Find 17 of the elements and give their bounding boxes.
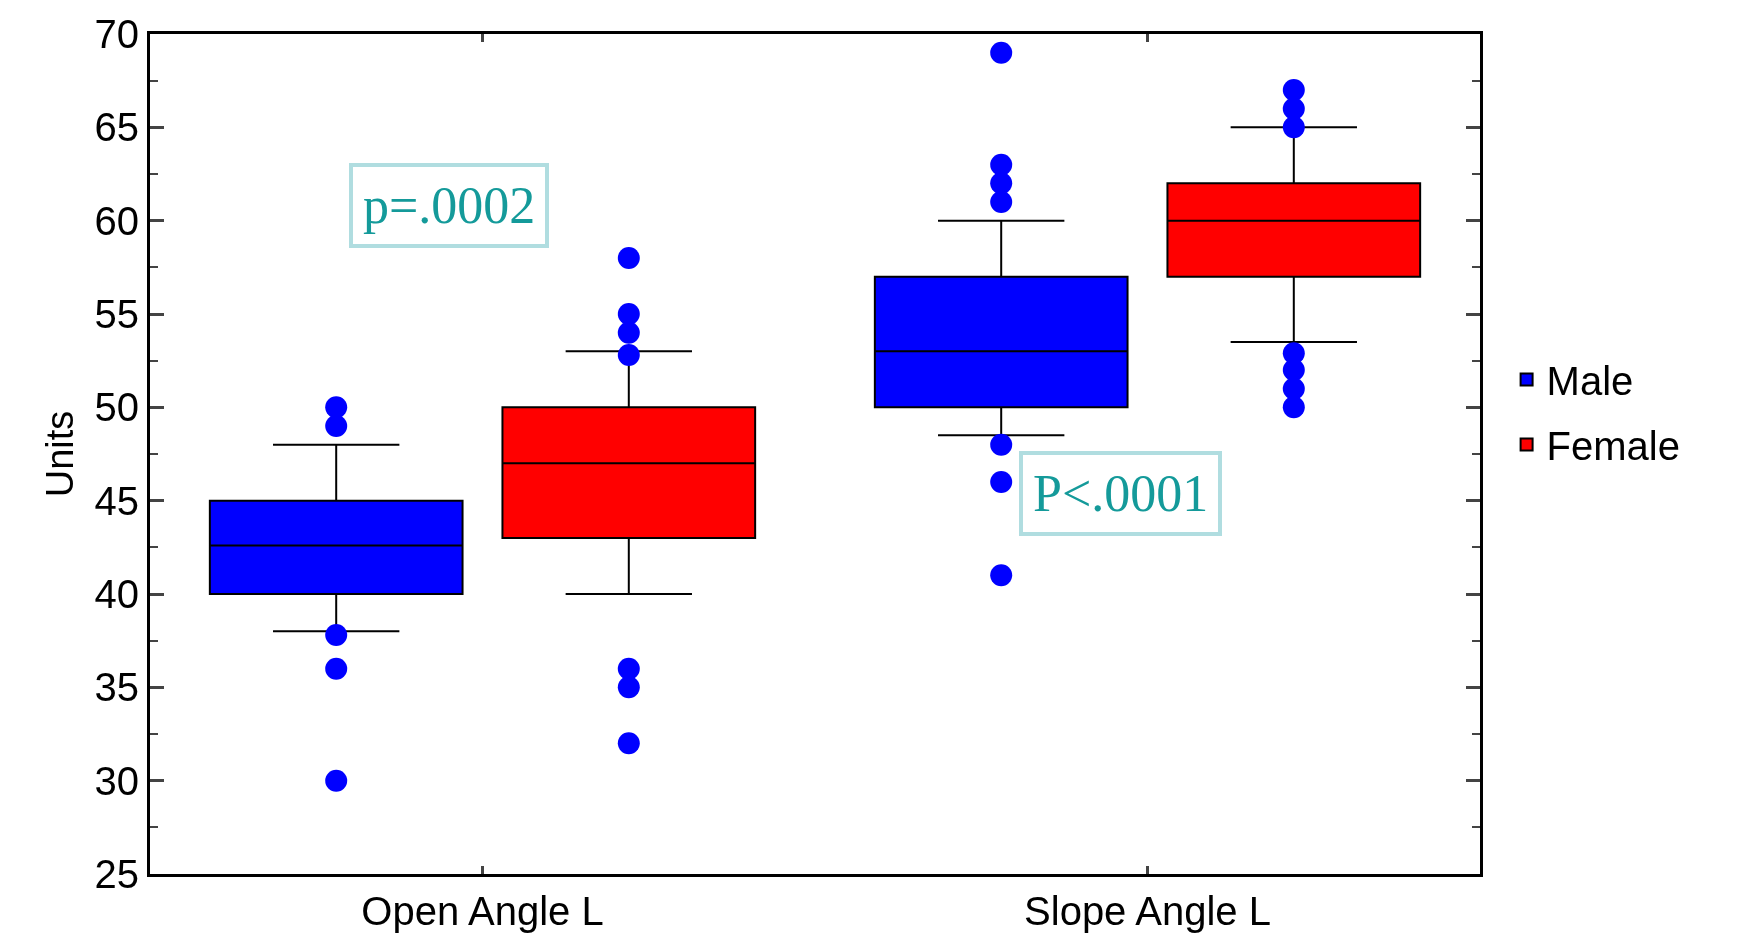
y-tick-label: 40 — [94, 572, 139, 616]
x-tick-label: Open Angle L — [361, 889, 604, 933]
y-tick-label: 25 — [94, 852, 139, 896]
x-tick-label: Slope Angle L — [1024, 889, 1271, 933]
y-tick-label: 45 — [94, 478, 139, 523]
y-tick-label: 50 — [94, 385, 139, 430]
y-tick-label: 60 — [94, 198, 139, 243]
y-tick-label: 65 — [94, 105, 139, 150]
legend-label: Female — [1546, 424, 1680, 469]
annotation: P<.0001 — [1033, 465, 1209, 522]
y-tick-label: 55 — [94, 292, 139, 336]
annotation: p=.0002 — [363, 177, 536, 234]
legend-label: Male — [1546, 359, 1634, 404]
y-tick-label: 70 — [94, 12, 139, 56]
y-tick-label: 30 — [94, 758, 139, 803]
y-axis-title: Units — [38, 410, 81, 498]
y-tick-label: 35 — [94, 665, 139, 710]
